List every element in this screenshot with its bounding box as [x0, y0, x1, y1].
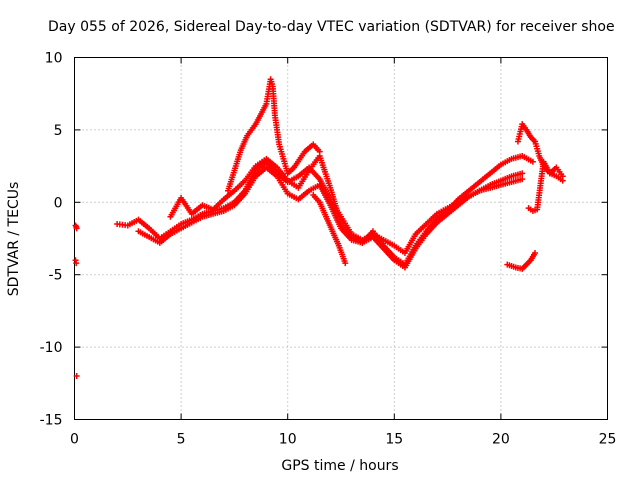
- y-tick-label: -5: [49, 268, 63, 284]
- data-point: [532, 249, 539, 256]
- data-point: [529, 158, 536, 165]
- grid-lines: [74, 57, 608, 420]
- plot-area: [74, 57, 608, 420]
- y-tick-label: 0: [54, 195, 63, 211]
- data-point: [342, 260, 349, 267]
- y-axis-ticks: 10 5 0 -5 -10 -15: [40, 51, 608, 429]
- data-point: [73, 373, 80, 380]
- x-tick-label: 25: [599, 432, 617, 448]
- x-axis-label: GPS time / hours: [281, 458, 398, 474]
- x-tick-label: 0: [70, 432, 79, 448]
- data-point: [73, 260, 80, 267]
- y-tick-label: -10: [40, 340, 63, 356]
- x-tick-label: 10: [279, 432, 297, 448]
- data-point: [316, 148, 323, 155]
- data-point: [519, 176, 526, 183]
- data-point: [559, 173, 566, 180]
- x-axis-ticks: 0 5 10 15 20 25: [70, 57, 617, 448]
- chart-title: Day 055 of 2026, Sidereal Day-to-day VTE…: [48, 19, 615, 35]
- x-tick-label: 15: [385, 432, 403, 448]
- y-tick-label: 10: [45, 51, 63, 67]
- data-point: [73, 223, 80, 230]
- data-points: [72, 76, 566, 380]
- data-point: [519, 170, 526, 177]
- x-tick-label: 5: [177, 432, 186, 448]
- y-tick-label: 5: [54, 123, 63, 139]
- y-axis-label: SDTVAR / TECUs: [6, 182, 22, 297]
- y-tick-label: -15: [40, 413, 63, 429]
- x-tick-label: 20: [492, 432, 510, 448]
